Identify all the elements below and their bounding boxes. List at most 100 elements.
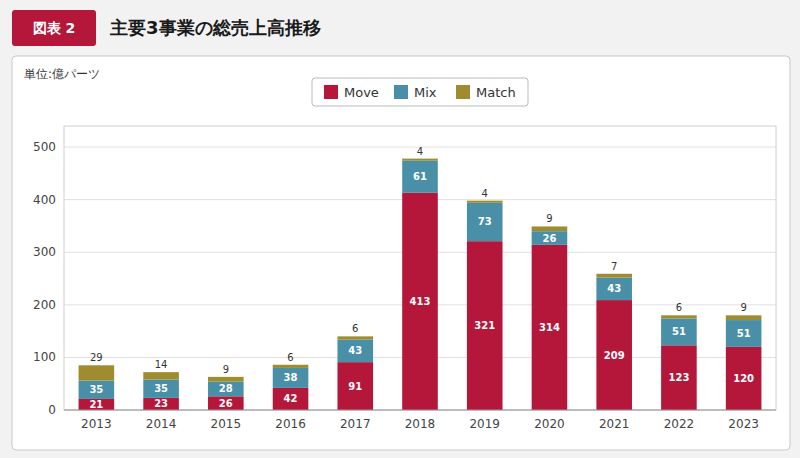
data-label: 7 (611, 261, 617, 272)
bar-segment (208, 377, 244, 382)
x-axis-line (64, 410, 776, 411)
bar-segment (337, 336, 373, 339)
y-tick-label: 0 (48, 403, 56, 417)
bar-segment (79, 381, 115, 399)
panel (12, 56, 790, 450)
legend-swatch (456, 85, 470, 99)
bar-segment (208, 396, 244, 410)
bar-segment (661, 345, 697, 410)
legend-frame (312, 78, 528, 106)
bar-segment (467, 203, 503, 241)
bar-segment (596, 277, 632, 300)
data-label: 209 (604, 350, 625, 361)
data-label: 42 (284, 393, 298, 404)
x-tick-label: 2019 (469, 417, 500, 431)
data-label: 26 (542, 233, 556, 244)
data-label: 38 (284, 372, 298, 383)
legend-entry: Move (344, 85, 379, 100)
plot-frame (64, 126, 776, 410)
bar-segment (661, 315, 697, 318)
grid (64, 147, 776, 410)
x-tick-label: 2021 (599, 417, 630, 431)
bar-segment (467, 241, 503, 410)
x-tick-label: 2022 (664, 417, 695, 431)
x-tick-label: 2015 (211, 417, 242, 431)
legend-entry: Match (476, 85, 516, 100)
y-axis-label: 単位:億パーツ (24, 67, 100, 81)
bar-segment (726, 315, 762, 320)
x-tick-label: 2020 (534, 417, 565, 431)
y-tick-label: 100 (33, 350, 56, 364)
data-label: 51 (737, 328, 751, 339)
data-label: 123 (668, 372, 689, 383)
bar-segment (273, 368, 309, 388)
data-label: 6 (287, 352, 293, 363)
bar-segment (79, 399, 115, 410)
bar-segment (726, 320, 762, 347)
x-tick-label: 2014 (146, 417, 177, 431)
data-label: 43 (348, 345, 362, 356)
background (0, 0, 800, 458)
data-label: 14 (155, 359, 168, 370)
bar-segment (337, 362, 373, 410)
bar-segment (143, 372, 179, 379)
bar-segment (467, 201, 503, 203)
data-label: 9 (740, 302, 746, 313)
y-tick-label: 300 (33, 245, 56, 259)
data-label: 9 (546, 213, 552, 224)
bar-segment (208, 382, 244, 397)
data-label: 43 (607, 283, 621, 294)
bar-segment (273, 365, 309, 368)
y-tick-label: 500 (33, 140, 56, 154)
annotation: 図表 2 (33, 20, 76, 36)
data-label: 314 (539, 322, 560, 333)
data-label: 6 (352, 323, 358, 334)
bar-segment (143, 398, 179, 410)
bar-segment (726, 347, 762, 410)
data-labels: 2135292335142628942386914364136143217343… (89, 146, 754, 410)
data-label: 73 (478, 216, 492, 227)
grid-line (64, 410, 776, 411)
chart: 図表 2 主要3事業の総売上高推移単位:億パーツ 0 100 200 300 400 500 2… (0, 0, 800, 458)
data-label: 35 (154, 383, 168, 394)
data-label: 413 (410, 296, 431, 307)
data-label: 4 (482, 188, 488, 199)
data-label: 29 (90, 352, 103, 363)
bar-segment (79, 365, 115, 380)
bar-segment (596, 274, 632, 278)
data-label: 26 (219, 398, 233, 409)
bar-segment (532, 231, 568, 245)
data-label: 6 (676, 302, 682, 313)
x-tick-label: 2016 (275, 417, 306, 431)
legend-entry: Mix (414, 85, 437, 100)
bar-segment (273, 388, 309, 410)
data-label: 23 (154, 398, 168, 409)
data-label: 321 (474, 320, 495, 331)
title: 主要3事業の総売上高推移 (109, 17, 321, 38)
bar-segment (337, 340, 373, 363)
x-tick-label: 2013 (81, 417, 112, 431)
data-label: 9 (223, 364, 229, 375)
data-label: 51 (672, 326, 686, 337)
bar-segment (402, 161, 438, 193)
bar-segment (596, 300, 632, 410)
bar-segment (402, 159, 438, 161)
legend-swatch (324, 85, 338, 99)
bar-segment (661, 318, 697, 345)
x-tick-label: 2023 (728, 417, 759, 431)
data-label: 4 (417, 146, 423, 157)
legend-swatch (394, 85, 408, 99)
y-tick-label: 200 (33, 298, 56, 312)
legend: Move Mix Match (312, 78, 528, 106)
x-tick-label: 2017 (340, 417, 371, 431)
bar-segment (532, 226, 568, 231)
data-label: 28 (219, 383, 233, 394)
data-label: 61 (413, 171, 427, 182)
data-label: 120 (733, 373, 754, 384)
y-tick-label: 400 (33, 193, 56, 207)
bar-segment (402, 193, 438, 410)
annotation-box (12, 10, 96, 46)
data-label: 35 (89, 384, 103, 395)
bars (79, 159, 762, 410)
bar-segment (143, 379, 179, 397)
